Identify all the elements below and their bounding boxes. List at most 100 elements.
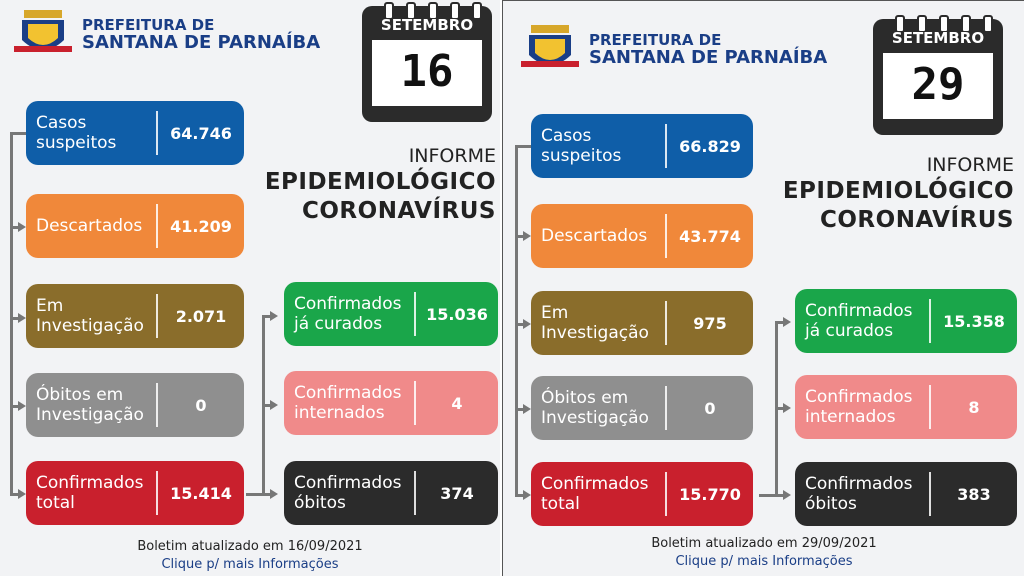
arrow-icon <box>18 489 26 499</box>
obitos-label-1: Confirmados <box>294 473 402 493</box>
curados-value: 15.358 <box>943 311 1005 331</box>
internados-label-2: internados <box>805 407 896 427</box>
obitos-inv-value: 0 <box>704 398 716 418</box>
connector-line <box>262 315 272 318</box>
arrow-icon <box>523 404 531 414</box>
informe-line3: CORONAVÍRUS <box>820 207 1014 233</box>
prefeitura-line2: SANTANA DE PARNAÍBA <box>82 32 321 53</box>
calendar-day: 16 <box>400 46 454 97</box>
arrow-icon <box>270 400 278 410</box>
total-label-2: total <box>36 493 75 513</box>
obitos-inv-label-1: Óbitos em <box>36 385 124 405</box>
connector-line <box>515 146 518 496</box>
curados-label-2: já curados <box>805 321 894 341</box>
more-info-link[interactable]: Clique p/ mais Informações <box>675 554 853 569</box>
obitos-investigacao-box: Óbitos em Investigação 0 <box>26 373 244 437</box>
prefeitura-line1: PREFEITURA DE <box>589 31 722 49</box>
city-crest-icon <box>521 25 579 67</box>
calendar-month: SETEMBRO <box>380 16 474 34</box>
bulletin-panel-left: PREFEITURA DE SANTANA DE PARNAÍBA SETEMB… <box>0 0 500 576</box>
obitos-investigacao-box: Óbitos em Investigação 0 <box>531 376 753 440</box>
confirmados-obitos-box: Confirmados óbitos 374 <box>284 461 498 525</box>
connector-line <box>10 132 26 135</box>
internados-value: 4 <box>451 393 463 413</box>
internados-label-2: internados <box>294 403 385 423</box>
arrow-icon <box>523 231 531 241</box>
descartados-box: Descartados 41.209 <box>26 194 244 258</box>
curados-label-1: Confirmados <box>805 301 913 321</box>
curados-label-1: Confirmados <box>294 294 402 314</box>
prefeitura-header: PREFEITURA DE SANTANA DE PARNAÍBA <box>14 10 320 60</box>
casos-suspeitos-box: Casos suspeitos 64.746 <box>26 101 244 165</box>
curados-label-2: já curados <box>294 314 383 334</box>
investigacao-label-1: Em <box>541 303 569 323</box>
em-investigacao-box: Em Investigação 2.071 <box>26 284 244 348</box>
bulletin-updated-text: Boletim atualizado em 29/09/2021 <box>651 536 877 551</box>
obitos-value: 383 <box>957 484 991 504</box>
obitos-inv-label-1: Óbitos em <box>541 388 629 408</box>
confirmados-internados-box: Confirmados internados 4 <box>284 371 498 435</box>
investigacao-label-2: Investigação <box>541 323 649 343</box>
arrow-icon <box>270 311 278 321</box>
casos-value: 64.746 <box>170 123 232 143</box>
obitos-label-2: óbitos <box>805 494 857 514</box>
arrow-icon <box>783 490 791 500</box>
internados-label-1: Confirmados <box>805 387 913 407</box>
internados-label-1: Confirmados <box>294 383 402 403</box>
investigacao-value: 975 <box>693 313 727 333</box>
connector-line <box>10 133 13 493</box>
calendar-day: 29 <box>911 59 965 110</box>
connector-line <box>759 494 775 497</box>
footer: Boletim atualizado em 29/09/2021 Clique … <box>503 535 1024 571</box>
confirmados-obitos-box: Confirmados óbitos 383 <box>795 462 1017 526</box>
informe-line2: EPIDEMIOLÓGICO <box>782 178 1014 204</box>
informe-title: INFORME EPIDEMIOLÓGICO CORONAVÍRUS <box>265 144 496 226</box>
prefeitura-line2: SANTANA DE PARNAÍBA <box>589 47 828 68</box>
calendar-icon: SETEMBRO 29 <box>873 15 1003 135</box>
descartados-label: Descartados <box>541 226 648 246</box>
total-value: 15.414 <box>170 483 232 503</box>
calendar-month: SETEMBRO <box>891 29 985 47</box>
descartados-label: Descartados <box>36 216 143 236</box>
obitos-value: 374 <box>440 483 474 503</box>
investigacao-label-1: Em <box>36 296 64 316</box>
prefeitura-header: PREFEITURA DE SANTANA DE PARNAÍBA <box>521 25 827 75</box>
descartados-box: Descartados 43.774 <box>531 204 753 268</box>
connector-line <box>775 321 785 324</box>
connector-line <box>10 317 20 320</box>
confirmados-total-box: Confirmados total 15.414 <box>26 461 244 525</box>
confirmados-curados-box: Confirmados já curados 15.036 <box>284 282 498 346</box>
connector-line <box>775 407 785 410</box>
connector-line <box>515 494 525 497</box>
more-info-link[interactable]: Clique p/ mais Informações <box>161 557 339 572</box>
casos-label-1: Casos <box>541 126 592 146</box>
connector-line <box>262 404 272 407</box>
informe-line3: CORONAVÍRUS <box>302 198 496 224</box>
arrow-icon <box>523 490 531 500</box>
investigacao-value: 2.071 <box>175 306 227 326</box>
connector-line <box>10 493 20 496</box>
confirmados-curados-box: Confirmados já curados 15.358 <box>795 289 1017 353</box>
confirmados-internados-box: Confirmados internados 8 <box>795 375 1017 439</box>
obitos-label-1: Confirmados <box>805 474 913 494</box>
bulletin-panel-right: PREFEITURA DE SANTANA DE PARNAÍBA SETEMB… <box>502 0 1024 576</box>
connector-line <box>515 145 531 148</box>
informe-line1: INFORME <box>926 154 1014 176</box>
total-label-1: Confirmados <box>36 473 144 493</box>
connector-line <box>262 493 272 496</box>
calendar-icon: SETEMBRO 16 <box>362 2 492 122</box>
arrow-icon <box>783 317 791 327</box>
arrow-icon <box>523 319 531 329</box>
curados-value: 15.036 <box>426 304 488 324</box>
footer: Boletim atualizado em 16/09/2021 Clique … <box>0 538 500 574</box>
total-label-1: Confirmados <box>541 474 649 494</box>
investigacao-label-2: Investigação <box>36 316 144 336</box>
casos-value: 66.829 <box>679 136 741 156</box>
informe-line1: INFORME <box>408 145 496 167</box>
obitos-inv-label-2: Investigação <box>36 405 144 425</box>
confirmados-total-box: Confirmados total 15.770 <box>531 462 753 526</box>
connector-line <box>515 323 525 326</box>
arrow-icon <box>270 489 278 499</box>
casos-label-2: suspeitos <box>541 146 622 166</box>
casos-label-1: Casos <box>36 113 87 133</box>
